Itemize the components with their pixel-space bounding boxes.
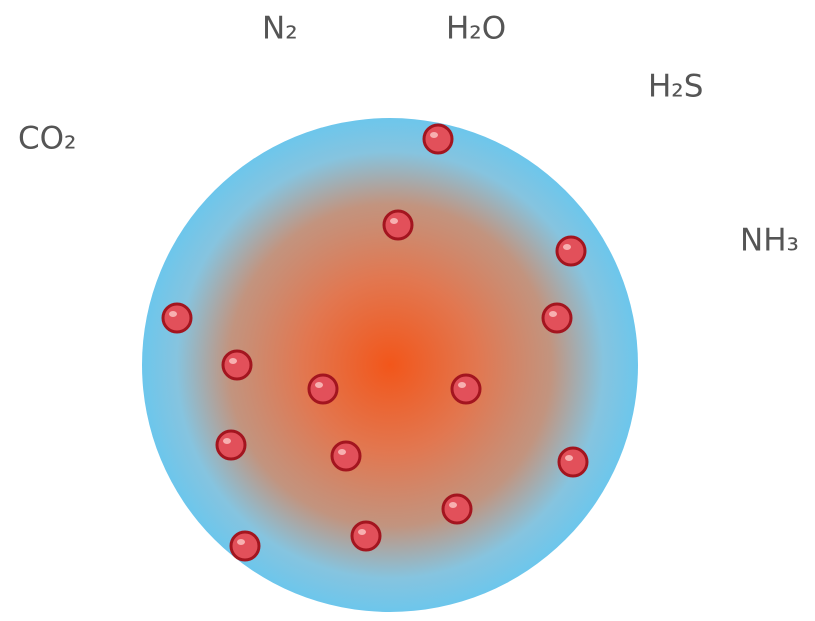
particle [557,237,585,265]
label: NH₃ [740,223,799,259]
particle-highlight [565,455,573,461]
particle-highlight [315,382,323,388]
particle [309,375,337,403]
label: CO₂ [18,121,76,157]
particle [452,375,480,403]
particle-highlight [390,218,398,224]
particle [543,304,571,332]
label: H₂S [648,69,703,105]
diagram: CO₂ N₂ H₂O H₂S NH₃ [0,0,815,617]
label: N₂ [262,11,298,47]
particle [163,304,191,332]
particle-highlight [449,502,457,508]
particle-highlight [223,438,231,444]
particle-highlight [430,132,438,138]
particle-highlight [549,311,557,317]
particle-highlight [563,244,571,250]
particle [332,442,360,470]
sphere [142,118,638,612]
particle [217,431,245,459]
particle-highlight [358,529,366,535]
label: H₂O [446,11,506,47]
particle-highlight [458,382,466,388]
particle-highlight [169,311,177,317]
particle-highlight [237,539,245,545]
particle-highlight [338,449,346,455]
particle [223,351,251,379]
particle [424,125,452,153]
particle [231,532,259,560]
particle [352,522,380,550]
particle-highlight [229,358,237,364]
particle [559,448,587,476]
particle [384,211,412,239]
particle [443,495,471,523]
